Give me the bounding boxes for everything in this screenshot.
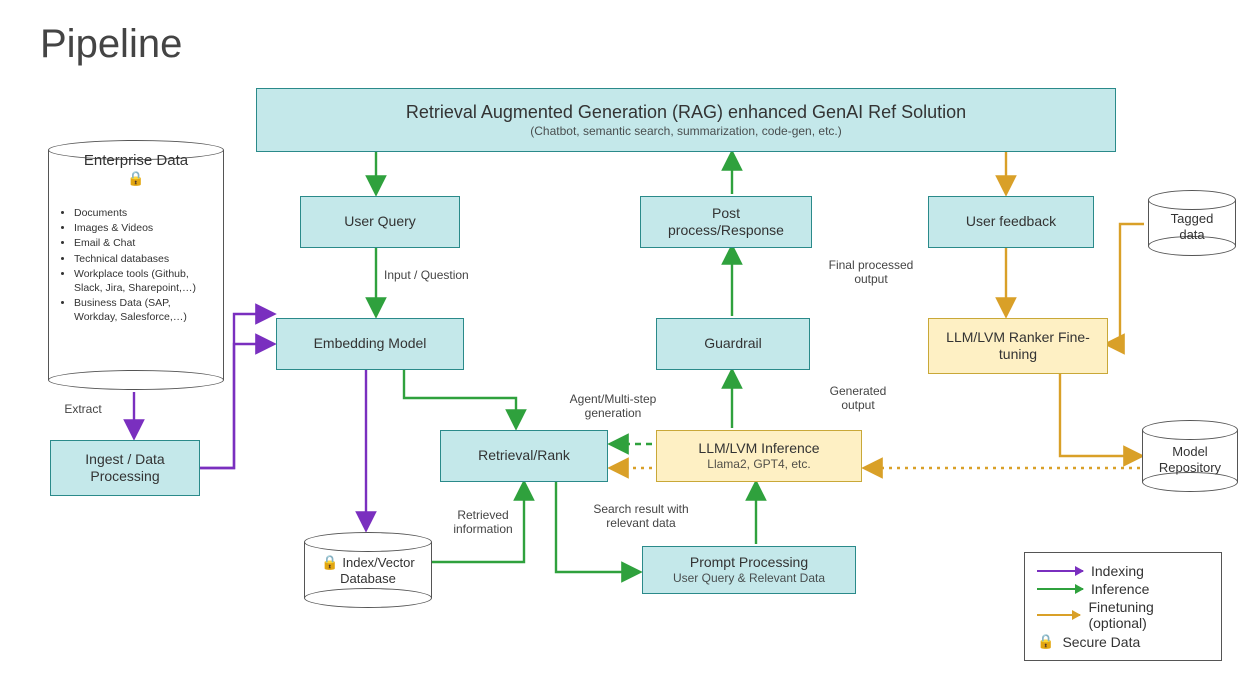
- node-ingest: Ingest / DataProcessing: [50, 440, 200, 496]
- label-agent-multistep: Agent/Multi-step generation: [548, 392, 678, 421]
- node-llm: LLM/LVM InferenceLlama2, GPT4, etc.: [656, 430, 862, 482]
- node-ranker: LLM/LVM Ranker Fine-tuning: [928, 318, 1108, 374]
- node-feedback: User feedback: [928, 196, 1094, 248]
- label-final-output: Final processed output: [816, 258, 926, 287]
- node-embedding: Embedding Model: [276, 318, 464, 370]
- label-input-question: Input / Question: [384, 268, 504, 282]
- node-user_query: User Query: [300, 196, 460, 248]
- node-prompt: Prompt ProcessingUser Query & Relevant D…: [642, 546, 856, 594]
- cylinder-index_db: 🔒 Index/VectorDatabase: [304, 532, 432, 608]
- node-header: Retrieval Augmented Generation (RAG) enh…: [256, 88, 1116, 152]
- legend: Indexing Inference Finetuning (optional) 🔒S…: [1024, 552, 1222, 661]
- node-post: Postprocess/Response: [640, 196, 812, 248]
- enterprise-items: DocumentsImages & VideosEmail & ChatTech…: [60, 206, 216, 325]
- lock-icon: 🔒: [127, 170, 144, 187]
- cylinder-tagged: Taggeddata: [1148, 190, 1236, 256]
- lock-icon: 🔒: [321, 554, 338, 571]
- cylinder-model_repo: ModelRepository: [1142, 420, 1238, 492]
- legend-secure: 🔒Secure Data: [1037, 633, 1209, 650]
- page-title: Pipeline: [40, 22, 182, 67]
- legend-row: Finetuning (optional): [1037, 599, 1209, 631]
- label-retrieved-info: Retrieved information: [438, 508, 528, 537]
- node-guardrail: Guardrail: [656, 318, 810, 370]
- legend-row: Inference: [1037, 581, 1209, 597]
- label-extract: Extract: [58, 402, 108, 416]
- label-search-result: Search result with relevant data: [576, 502, 706, 531]
- node-retrieval: Retrieval/Rank: [440, 430, 608, 482]
- cylinder-enterprise: Enterprise Data🔒DocumentsImages & Videos…: [48, 140, 224, 390]
- legend-row: Indexing: [1037, 563, 1209, 579]
- lock-icon: 🔒: [1037, 633, 1054, 650]
- label-generated-output: Generated output: [818, 384, 898, 413]
